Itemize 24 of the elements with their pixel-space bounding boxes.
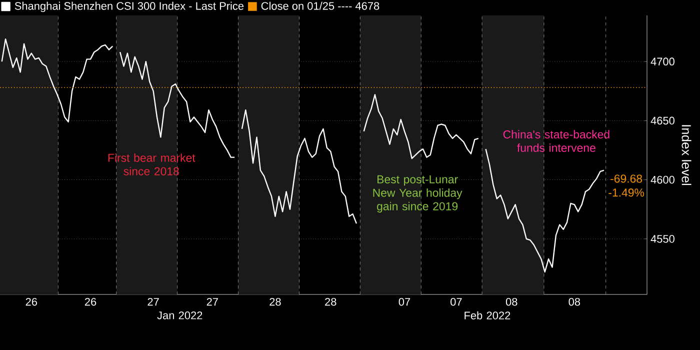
x-tick-label: 27 [148,298,159,306]
x-tick-label: 26 [84,298,96,306]
annotation: Best post-Lunar New Year holiday gain since 2019 [373,175,462,213]
y-tick-label: 4600 [650,176,674,184]
x-tick-label: 28 [325,298,336,306]
x-tick-label: 26 [26,298,38,306]
text: -1.49% [608,188,644,197]
x-tick-label: 08 [506,298,518,306]
y-tick-label: 4550 [650,235,674,243]
x-tick-label: 07 [450,298,462,306]
x-tick-label: 07 [398,298,410,306]
legend-label: Shanghai Shenzhen CSI 300 Index - Last Price [14,2,244,12]
text: Feb 2022 [464,311,510,320]
text: Jan 2022 [157,311,202,320]
x-tick-label: 27 [206,298,218,306]
x-tick-label: 28 [270,298,281,306]
y-axis-title: Index level [682,125,692,186]
y-tick-label: 4650 [650,116,674,125]
legend-label: Close on 01/25 ---- 4678 [261,2,380,10]
text: -69.68 [610,174,642,183]
x-tick-label: 08 [568,298,580,306]
annotation: China's state-backed funds intervene [503,130,610,152]
y-tick-label: 4700 [650,58,674,66]
annotation: First bear market since 2018 [108,153,196,176]
